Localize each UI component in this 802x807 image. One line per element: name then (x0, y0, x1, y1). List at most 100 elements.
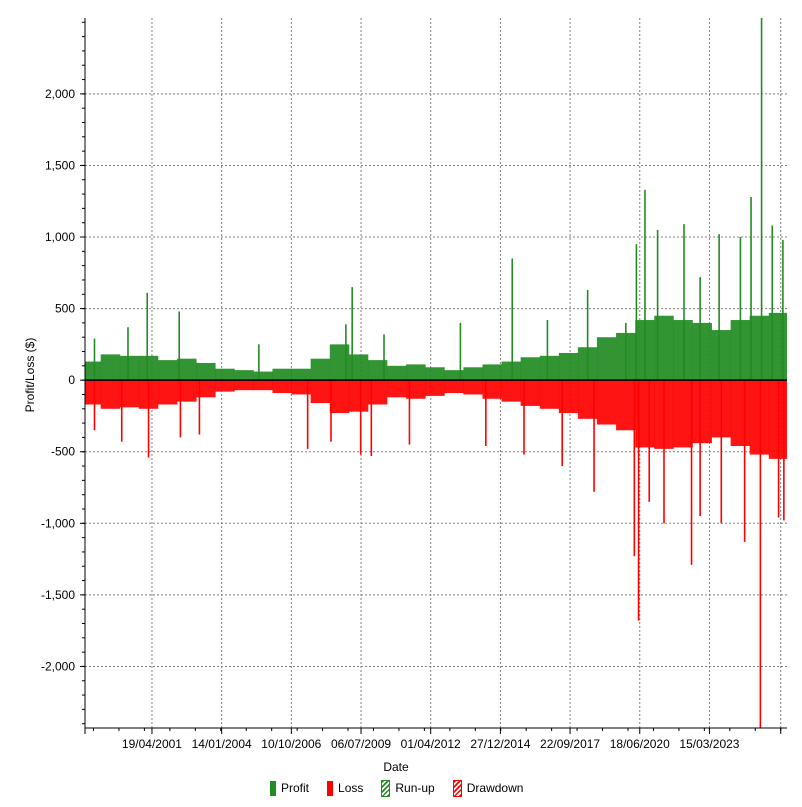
legend-item-run-up[interactable]: Run-up (381, 779, 435, 797)
run-up-bar (546, 320, 549, 381)
loss-bar (196, 380, 216, 398)
drawdown-bar (561, 380, 563, 467)
run-up-bar (739, 237, 742, 381)
loss-bar (348, 380, 369, 412)
profit-bar (692, 322, 712, 381)
loss-bar (177, 380, 197, 402)
loss-bar (291, 380, 311, 395)
drawdown-bar (306, 380, 309, 449)
run-up-bar (760, 18, 763, 381)
profit-bar (157, 360, 178, 381)
drawdown-bar (648, 380, 651, 502)
run-up-bar (127, 327, 129, 381)
profit-bar (539, 355, 560, 381)
drawdown-bar (370, 380, 373, 457)
loss-bar (539, 380, 560, 409)
profit-bar (272, 368, 292, 381)
loss-bar (215, 380, 235, 392)
drawdown-bar (720, 380, 723, 524)
profit-bar (253, 371, 273, 381)
loss-bar (596, 380, 617, 425)
drawdown-bar (330, 380, 332, 442)
drawdown-bar (359, 380, 362, 455)
loss-bar (520, 380, 541, 406)
profit-bar (234, 370, 254, 381)
legend-item-loss[interactable]: Loss (327, 780, 363, 796)
loss-bar (157, 380, 178, 405)
y-tick-label: -1,500 (41, 588, 75, 602)
loss-bar (463, 380, 483, 395)
x-tick-label: 06/07/2009 (331, 737, 391, 751)
profit-bar (348, 354, 369, 381)
profit-bar (85, 361, 102, 381)
data-layer (85, 18, 787, 728)
drawdown-hatched-swatch-icon (452, 779, 462, 797)
run-up-bar (635, 244, 638, 381)
profit-bar (749, 315, 770, 381)
x-tick-label: 19/04/2001 (122, 737, 182, 751)
run-up-bar (178, 311, 181, 381)
loss-bar (119, 380, 140, 408)
loss-swatch-icon (327, 780, 334, 796)
drawdown-bar (690, 380, 693, 565)
profit-swatch-icon (270, 780, 276, 796)
drawdown-bar (699, 380, 701, 517)
x-tick-label: 01/04/2012 (401, 737, 461, 751)
profit-bar (596, 337, 617, 381)
run-up-bar (644, 189, 646, 381)
profit-bar (329, 344, 350, 381)
drawdown-bar (743, 380, 746, 542)
profit-bar (444, 370, 464, 381)
run-up-bar (683, 224, 685, 381)
drawdown-bar (759, 380, 762, 728)
profit-bar (196, 362, 216, 381)
x-tick-label: 22/09/2017 (540, 737, 600, 751)
loss-bar (85, 380, 102, 405)
profit-bar (406, 364, 426, 381)
drawdown-bar (783, 380, 785, 521)
run-up-bar (383, 334, 385, 381)
drawdown-bar (663, 380, 665, 524)
legend-item-profit[interactable]: Profit (270, 780, 310, 796)
loss-bar (253, 380, 273, 391)
loss-bar (577, 380, 598, 419)
loss-bar (272, 380, 292, 394)
legend-label-profit: Profit (281, 781, 310, 795)
loss-bar (329, 380, 350, 414)
y-tick-label: -500 (51, 445, 75, 459)
x-axis-title: Date (383, 760, 409, 774)
legend-label-drawdown: Drawdown (466, 781, 524, 795)
y-tick-label: 1,000 (45, 230, 75, 244)
profit-bar (387, 365, 407, 381)
loss-bar (501, 380, 521, 402)
run-up-bar (699, 277, 701, 381)
run-up-bar (771, 225, 774, 381)
legend: Profit Loss Run-up Drawdown (270, 778, 523, 798)
run-up-bar (93, 338, 96, 381)
profit-bar (425, 367, 445, 381)
loss-bar (100, 380, 121, 409)
drawdown-bar (179, 380, 182, 438)
legend-item-drawdown[interactable]: Drawdown (452, 779, 524, 797)
loss-bar (406, 380, 426, 399)
x-tick-label: 15/03/2023 (679, 737, 739, 751)
y-tick-label: -1,000 (41, 516, 75, 530)
profit-bar (367, 360, 388, 381)
profit-bar (673, 320, 693, 381)
profit-bar (558, 352, 579, 381)
profit-bar (291, 368, 311, 381)
drawdown-bar (408, 380, 411, 445)
loss-bar (730, 380, 751, 447)
drawdown-bar (593, 380, 595, 492)
x-tick-label: 18/06/2020 (610, 737, 670, 751)
profit-bar (520, 357, 541, 381)
y-axis-title: Profit/Loss ($) (23, 338, 37, 413)
run-up-bar (718, 234, 720, 381)
drawdown-bar (120, 380, 123, 442)
loss-bar (558, 380, 579, 414)
y-tick-label: 0 (68, 373, 75, 387)
drawdown-bar (147, 380, 150, 458)
run-up-bar (586, 289, 589, 381)
